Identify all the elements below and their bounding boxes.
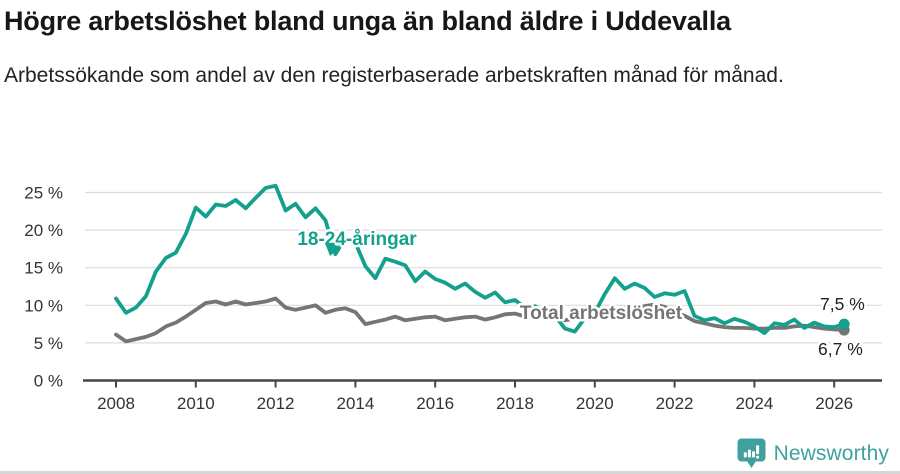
x-axis-tick-label: 2026 [815,394,853,413]
brand-name: Newsworthy [773,441,889,465]
y-axis-tick-label: 15 % [24,259,63,278]
y-axis-tick-label: 5 % [34,334,63,353]
x-axis-tick-label: 2014 [336,394,374,413]
x-axis-tick-label: 2010 [177,394,215,413]
x-axis-tick-label: 2016 [416,394,454,413]
bottom-border [0,471,900,474]
x-axis-tick-label: 2008 [97,394,135,413]
series-end-dot [838,318,850,330]
x-axis-tick-label: 2024 [735,394,773,413]
y-axis-tick-label: 20 % [24,221,63,240]
end-value-label-total: 6,7 % [818,339,863,359]
bar-chart-exclamation-glyph [743,445,759,459]
newsworthy-logo[interactable]: Newsworthy [737,438,889,469]
y-axis-tick-label: 0 % [34,371,63,390]
series-label-total: Total arbetslöshet [520,303,683,324]
x-axis-tick-label: 2022 [656,394,694,413]
series-line [114,296,847,344]
series-label-18-24: 18-24-åringar [297,229,417,250]
x-axis-tick-label: 2012 [257,394,295,413]
end-value-label-18-24: 7,5 % [820,294,865,314]
chart-subtitle: Arbetssökande som andel av den registerb… [4,64,784,87]
newsworthy-pin-icon [737,438,766,468]
page-title: Högre arbetslöshet bland unga än bland ä… [4,6,731,36]
y-axis-tick-label: 25 % [24,183,63,202]
x-axis-tick-label: 2020 [576,394,614,413]
series-label-arrow-icon [325,243,341,256]
line-chart: 0 % 5 % 10 % 15 % 20 % 25 % 2008 2010 2012 2014 20… [24,183,882,413]
series-line [114,183,847,336]
x-axis-tick-label: 2018 [496,394,534,413]
y-axis-tick-label: 10 % [24,296,63,315]
